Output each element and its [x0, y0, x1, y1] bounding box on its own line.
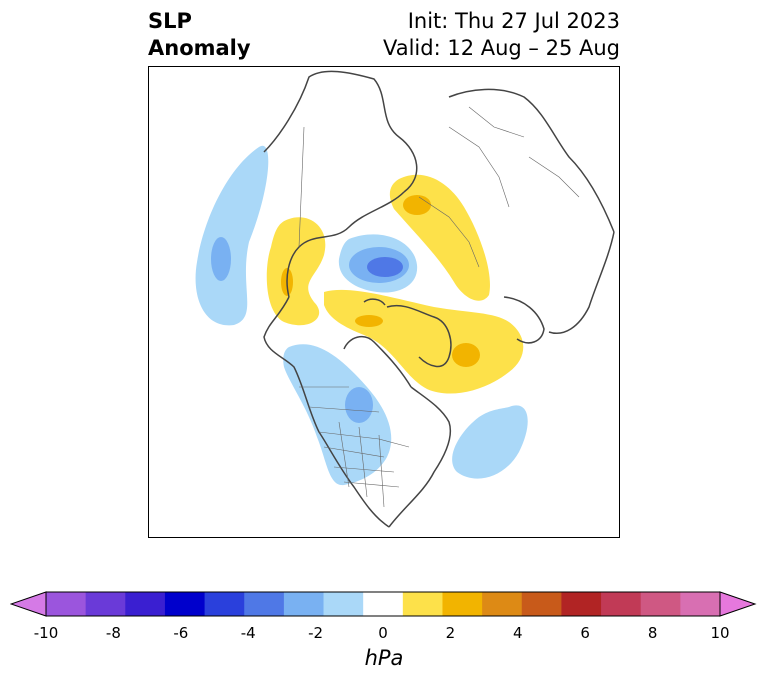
map-title-right: Init: Thu 27 Jul 2023 Valid: 12 Aug – 25… [383, 8, 620, 62]
negative-anomaly-central-north-america-core [345, 387, 373, 423]
colorbar-bin [363, 592, 404, 616]
positive-anomaly-greenland-canada-core2 [355, 315, 383, 327]
init-date: Init: Thu 27 Jul 2023 [407, 9, 620, 33]
colorbar-bin [482, 592, 523, 616]
colorbar-bin [601, 592, 642, 616]
colorbar-unit-label: hPa [364, 646, 404, 670]
map-panel [148, 66, 620, 538]
colorbar-bin [521, 592, 562, 616]
positive-anomaly-alaska [266, 217, 326, 326]
colorbar-bin [680, 592, 721, 616]
colorbar-extend-max [719, 591, 757, 617]
anomaly-shading [195, 145, 528, 486]
positive-anomaly-greenland-canada-core [452, 343, 480, 367]
title-variable: SLP [148, 9, 192, 33]
positive-anomaly-scandinavia-siberia-core [403, 195, 431, 215]
colorbar-bin [85, 592, 126, 616]
colorbar-tick-label: -6 [173, 624, 189, 642]
map-title-left: SLP Anomaly [148, 8, 251, 62]
colorbar-tick-label: -10 [33, 624, 59, 642]
negative-anomaly-central-north-america [283, 344, 392, 486]
colorbar-bin [442, 592, 483, 616]
political-borders [298, 106, 580, 508]
colorbar-tick-label: 8 [647, 624, 658, 642]
polar-map [195, 70, 615, 528]
colorbar-bin [402, 592, 443, 616]
colorbar-tick-label: -4 [240, 624, 256, 642]
colorbar-bin [125, 592, 166, 616]
coastlines [263, 70, 615, 528]
colorbar-tick-label: 6 [580, 624, 590, 642]
valid-range: Valid: 12 Aug – 25 Aug [382, 36, 620, 60]
colorbar-tick-label: 4 [513, 624, 523, 642]
colorbar-tick-label: 0 [378, 624, 388, 642]
negative-anomaly-north-pacific [195, 145, 269, 326]
colorbar-bin [640, 592, 681, 616]
colorbar [10, 591, 757, 617]
colorbar-bin [283, 592, 325, 616]
negative-anomaly-north-pacific-core [211, 237, 231, 281]
colorbar-tick-label: 2 [445, 624, 456, 642]
title-quantity: Anomaly [148, 36, 251, 60]
colorbar-bin [164, 592, 206, 616]
negative-anomaly-north-atlantic [452, 405, 528, 479]
colorbar-tick-label: -8 [105, 624, 121, 642]
colorbar-tick-label: -2 [308, 624, 324, 642]
colorbar-outline [45, 591, 721, 617]
colorbar-bin [204, 592, 245, 616]
colorbar-bin [244, 592, 285, 616]
negative-anomaly-arctic-ocean-core [367, 257, 403, 277]
colorbar-bin [323, 592, 364, 616]
colorbar-bin [46, 592, 87, 616]
colorbar-tick-label: 10 [710, 624, 730, 642]
colorbar-extend-min [10, 591, 47, 617]
colorbar-bin [561, 592, 602, 616]
